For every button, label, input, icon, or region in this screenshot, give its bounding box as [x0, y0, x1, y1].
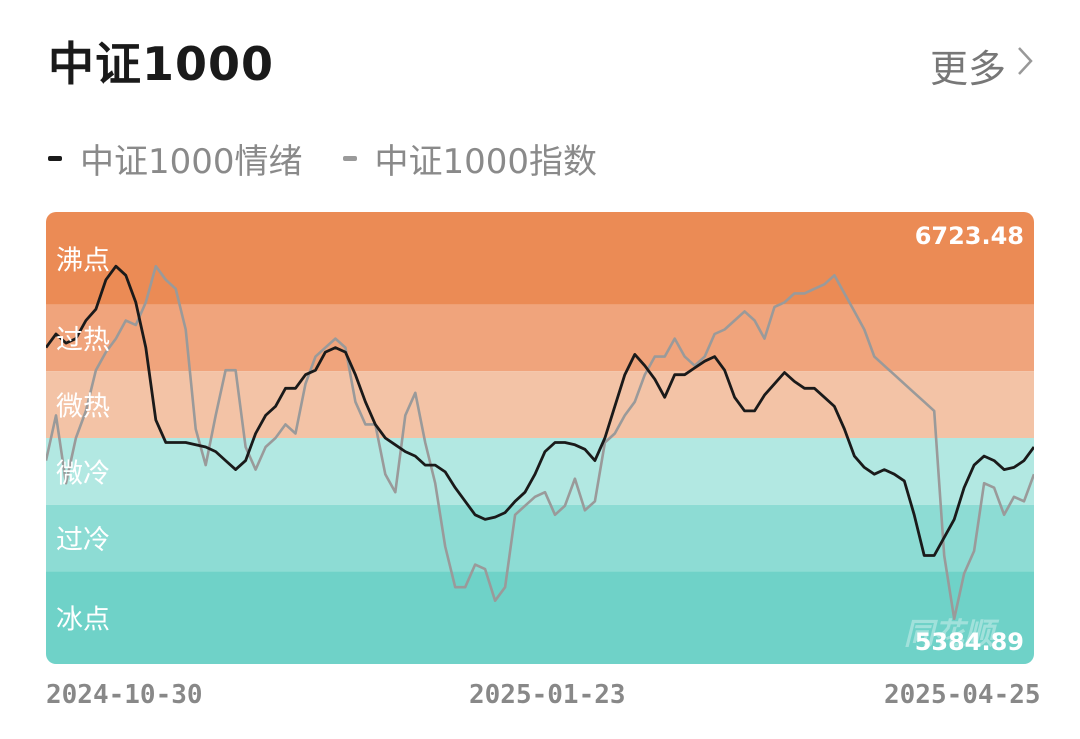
zone-overcool: [46, 504, 1034, 572]
more-button[interactable]: 更多: [930, 38, 1034, 93]
zone-warm: [46, 371, 1034, 438]
more-label: 更多: [929, 47, 1006, 91]
index-min-label: 5384.89: [915, 628, 1024, 656]
zone-label: 微冷: [56, 458, 110, 489]
legend-swatch-index: [342, 156, 357, 161]
legend-label-emotion: 中证1000情绪: [80, 142, 303, 182]
zone-freezing: [46, 571, 1034, 664]
x-tick-label: 2025-04-25: [884, 680, 1041, 710]
zone-label: 过热: [56, 325, 110, 356]
legend-label-index: 中证1000指数: [374, 142, 598, 182]
series-line-emotion: [46, 264, 1034, 557]
chevron-right-icon: [1016, 45, 1034, 86]
page-title: 中证1000: [48, 37, 275, 91]
zone-boiling: [46, 212, 1034, 305]
x-axis: 2024-10-30 2025-01-23 2025-04-25: [0, 680, 1080, 720]
x-tick-label: 2025-01-23: [469, 680, 626, 710]
zone-label: 冰点: [56, 605, 110, 636]
watermark-logo: 同花顺: [904, 617, 1000, 652]
x-tick-label: 2024-10-30: [46, 680, 203, 710]
legend-item-index[interactable]: 中证1000指数: [342, 134, 598, 183]
zone-overheat: [46, 304, 1034, 372]
zone-label: 过冷: [56, 525, 110, 556]
legend-swatch-emotion: [48, 156, 62, 161]
legend-item-emotion[interactable]: 中证1000情绪: [48, 134, 303, 183]
zone-label: 沸点: [56, 245, 110, 276]
series-line-index: [46, 264, 1034, 621]
index-max-label: 6723.48: [915, 222, 1024, 250]
zone-label: 微热: [56, 392, 110, 423]
chart-legend: 中证1000情绪 中证1000指数: [48, 134, 597, 183]
sentiment-chart[interactable]: 同花顺 沸点过热微热微冷过冷冰点 6723.48 5384.89: [46, 212, 1034, 664]
